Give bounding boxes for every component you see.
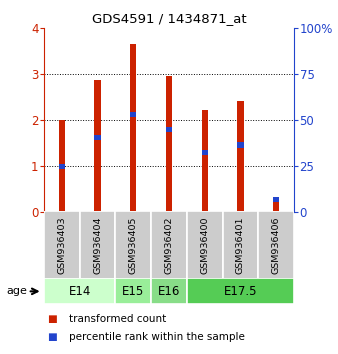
Bar: [94, 135, 101, 140]
Bar: [80, 211, 115, 280]
Text: ■: ■: [47, 314, 57, 324]
Bar: [187, 278, 294, 304]
Bar: [166, 127, 172, 132]
Text: E15: E15: [122, 285, 144, 298]
Text: GSM936405: GSM936405: [129, 216, 138, 274]
Text: GDS4591 / 1434871_at: GDS4591 / 1434871_at: [92, 12, 246, 25]
Text: E17.5: E17.5: [224, 285, 257, 298]
Bar: [151, 278, 187, 304]
Bar: [44, 278, 115, 304]
Bar: [115, 211, 151, 280]
Text: GSM936400: GSM936400: [200, 216, 209, 274]
Text: ■: ■: [47, 332, 57, 342]
Bar: [237, 142, 244, 148]
Bar: [115, 278, 151, 304]
Bar: [187, 211, 223, 280]
Bar: [201, 150, 208, 155]
Text: transformed count: transformed count: [69, 314, 167, 324]
Text: GSM936402: GSM936402: [165, 216, 173, 274]
Bar: [44, 211, 80, 280]
Text: percentile rank within the sample: percentile rank within the sample: [69, 332, 245, 342]
Text: GSM936401: GSM936401: [236, 216, 245, 274]
Bar: [94, 80, 101, 212]
Bar: [201, 110, 208, 212]
Bar: [237, 101, 244, 212]
Bar: [130, 45, 137, 212]
Bar: [258, 211, 294, 280]
Bar: [58, 120, 65, 212]
Bar: [58, 164, 65, 169]
Bar: [273, 197, 280, 202]
Text: GSM936403: GSM936403: [57, 216, 66, 274]
Bar: [166, 76, 172, 212]
Bar: [130, 112, 137, 117]
Text: GSM936406: GSM936406: [272, 216, 281, 274]
Bar: [151, 211, 187, 280]
Text: age: age: [7, 286, 28, 296]
Text: E16: E16: [158, 285, 180, 298]
Bar: [223, 211, 258, 280]
Text: E14: E14: [69, 285, 91, 298]
Bar: [273, 198, 280, 212]
Text: GSM936404: GSM936404: [93, 216, 102, 274]
